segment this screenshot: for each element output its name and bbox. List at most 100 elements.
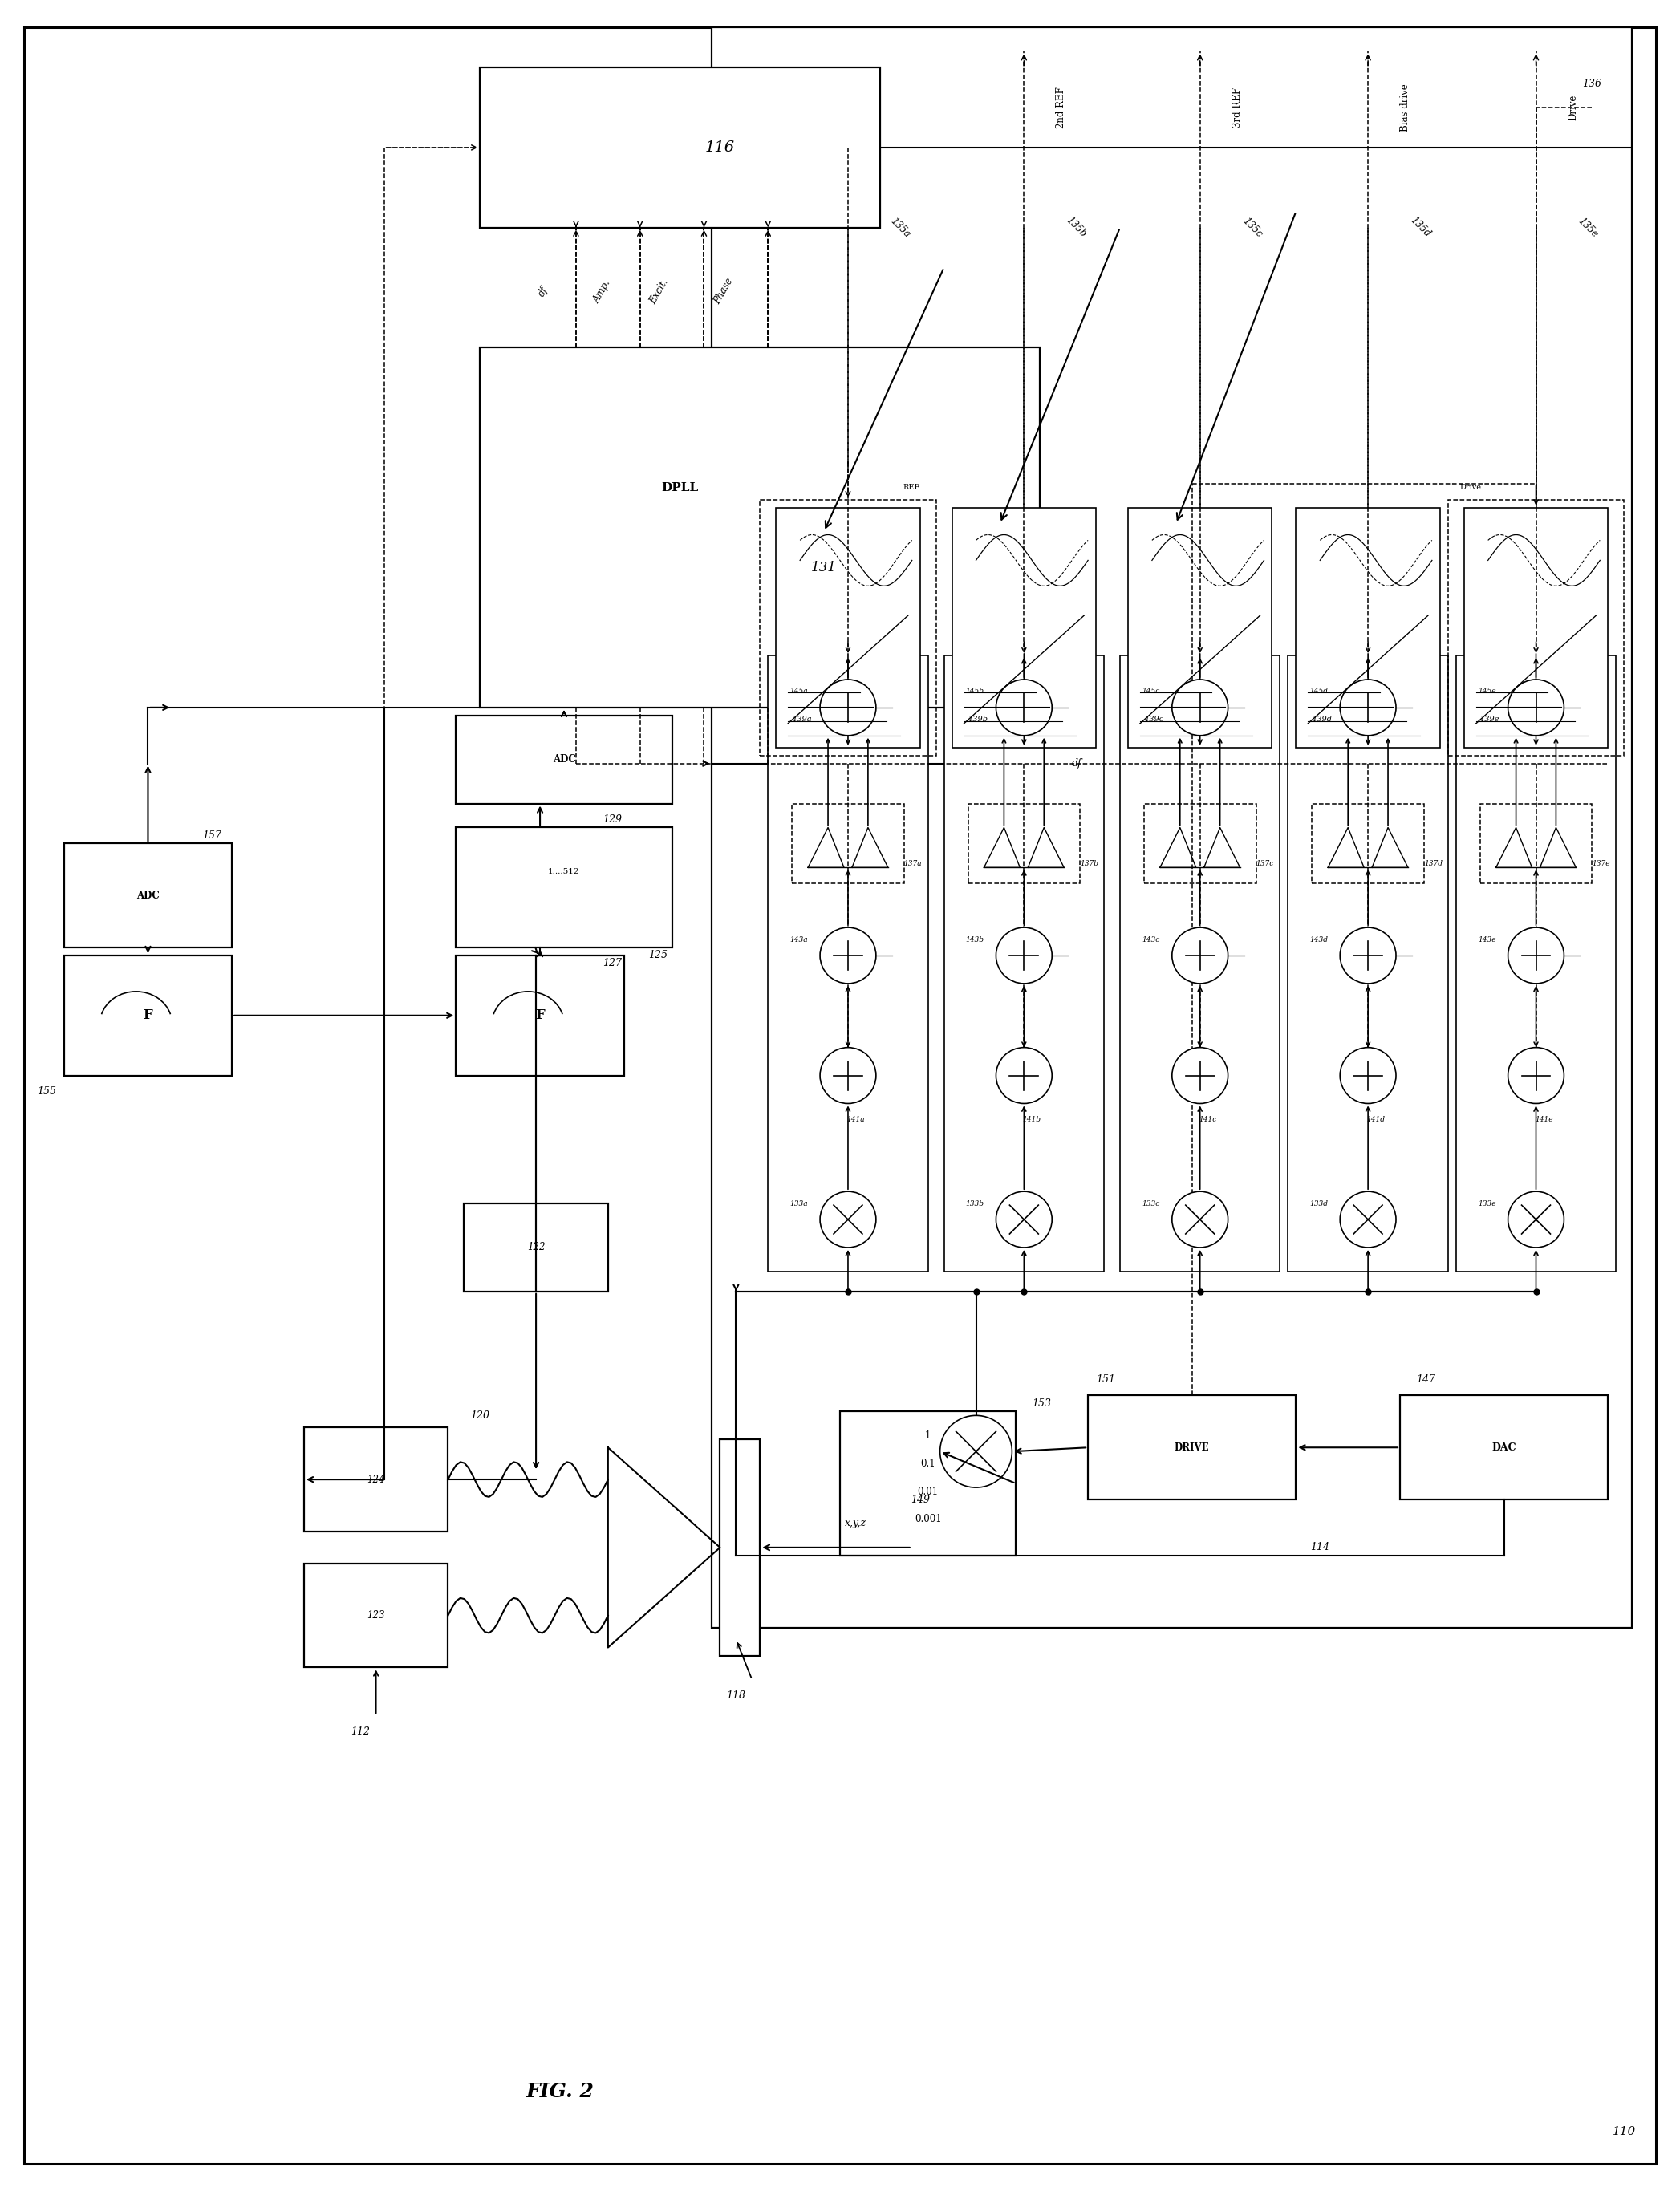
Text: Drive: Drive (1567, 94, 1579, 121)
Text: 141b: 141b (1023, 1115, 1042, 1124)
Circle shape (1173, 679, 1228, 736)
Text: 139e: 139e (1480, 716, 1500, 723)
Bar (776, 508, 921, 747)
Circle shape (1173, 927, 1228, 984)
Text: 145b: 145b (966, 688, 984, 695)
Text: Amp.: Amp. (591, 278, 613, 305)
Text: df: df (1072, 758, 1082, 769)
Text: 147: 147 (1416, 1374, 1435, 1385)
Text: df: df (536, 285, 549, 298)
Text: 139a: 139a (791, 716, 811, 723)
Text: 116: 116 (706, 140, 734, 156)
Circle shape (996, 1192, 1052, 1247)
Bar (1480, 804, 1593, 883)
Text: 127: 127 (603, 957, 622, 968)
Circle shape (820, 927, 875, 984)
Bar (455, 828, 672, 947)
Text: 135e: 135e (1576, 215, 1599, 239)
Circle shape (1509, 1192, 1564, 1247)
Text: 133b: 133b (966, 1201, 984, 1207)
Text: 3rd REF: 3rd REF (1231, 88, 1243, 127)
Text: 143c: 143c (1142, 936, 1159, 942)
Text: 137c: 137c (1257, 859, 1273, 868)
Text: 139d: 139d (1312, 716, 1332, 723)
Bar (1289, 655, 1448, 1271)
Text: 145c: 145c (1142, 688, 1159, 695)
Text: 137e: 137e (1593, 859, 1609, 868)
Bar (464, 1203, 608, 1290)
Bar (791, 804, 904, 883)
Text: 141d: 141d (1368, 1115, 1386, 1124)
Bar (1399, 1396, 1608, 1499)
Bar (953, 508, 1095, 747)
Bar (1448, 500, 1625, 756)
Text: ADC: ADC (553, 754, 576, 765)
Text: F: F (536, 1008, 544, 1023)
Bar (759, 500, 936, 756)
Text: 135c: 135c (1240, 215, 1263, 239)
Text: 141e: 141e (1536, 1115, 1552, 1124)
Text: 110: 110 (1613, 2125, 1636, 2136)
Text: 143e: 143e (1478, 936, 1495, 942)
Text: 149: 149 (911, 1494, 929, 1505)
Text: 0.001: 0.001 (914, 1514, 941, 1525)
Text: 139c: 139c (1144, 716, 1164, 723)
Bar (480, 348, 1040, 708)
Circle shape (1341, 927, 1396, 984)
Text: 133e: 133e (1478, 1201, 1495, 1207)
Circle shape (996, 1047, 1052, 1104)
Circle shape (1341, 1047, 1396, 1104)
Text: DRIVE: DRIVE (1174, 1442, 1210, 1453)
Text: 155: 155 (37, 1087, 55, 1098)
Text: Drive: Drive (1460, 484, 1482, 491)
Text: 151: 151 (1095, 1374, 1116, 1385)
Text: 137b: 137b (1080, 859, 1099, 868)
Text: 124: 124 (366, 1475, 385, 1485)
Text: Phase: Phase (712, 276, 736, 307)
Bar (1312, 804, 1425, 883)
Text: FIG. 2: FIG. 2 (526, 2081, 595, 2101)
Text: 143d: 143d (1309, 936, 1327, 942)
Circle shape (1173, 1047, 1228, 1104)
Text: 137d: 137d (1425, 859, 1443, 868)
Text: 125: 125 (648, 951, 667, 960)
Bar (944, 655, 1104, 1271)
Text: 137a: 137a (904, 859, 922, 868)
Circle shape (1341, 1192, 1396, 1247)
Bar (1295, 508, 1440, 747)
Bar (721, 1439, 759, 1656)
Text: REF: REF (902, 484, 921, 491)
Text: 143b: 143b (966, 936, 984, 942)
Text: x,y,z: x,y,z (845, 1518, 867, 1529)
Circle shape (1341, 679, 1396, 736)
Text: 1....512: 1....512 (548, 868, 580, 874)
Text: 133a: 133a (790, 1201, 808, 1207)
Circle shape (1509, 679, 1564, 736)
Text: 135b: 135b (1063, 215, 1089, 239)
Text: 1: 1 (926, 1431, 931, 1442)
Circle shape (820, 1047, 875, 1104)
Bar (455, 716, 672, 804)
Bar (1089, 1396, 1295, 1499)
Text: 122: 122 (528, 1242, 544, 1253)
Circle shape (941, 1415, 1011, 1488)
Circle shape (820, 679, 875, 736)
Circle shape (996, 679, 1052, 736)
Bar (64, 955, 232, 1076)
Text: 145d: 145d (1309, 688, 1327, 695)
Text: ADC: ADC (136, 890, 160, 901)
Bar (712, 28, 1631, 1628)
Bar (304, 1564, 449, 1667)
Bar (768, 655, 927, 1271)
Text: 133d: 133d (1309, 1201, 1327, 1207)
Text: 153: 153 (1032, 1398, 1052, 1409)
Text: 141a: 141a (847, 1115, 865, 1124)
Bar (480, 68, 880, 228)
Text: 131: 131 (811, 561, 837, 574)
Bar (1127, 508, 1272, 747)
Text: DAC: DAC (1492, 1442, 1517, 1453)
Circle shape (1509, 1047, 1564, 1104)
Bar (968, 804, 1080, 883)
Text: 135d: 135d (1408, 215, 1433, 239)
Text: 2nd REF: 2nd REF (1057, 88, 1067, 129)
